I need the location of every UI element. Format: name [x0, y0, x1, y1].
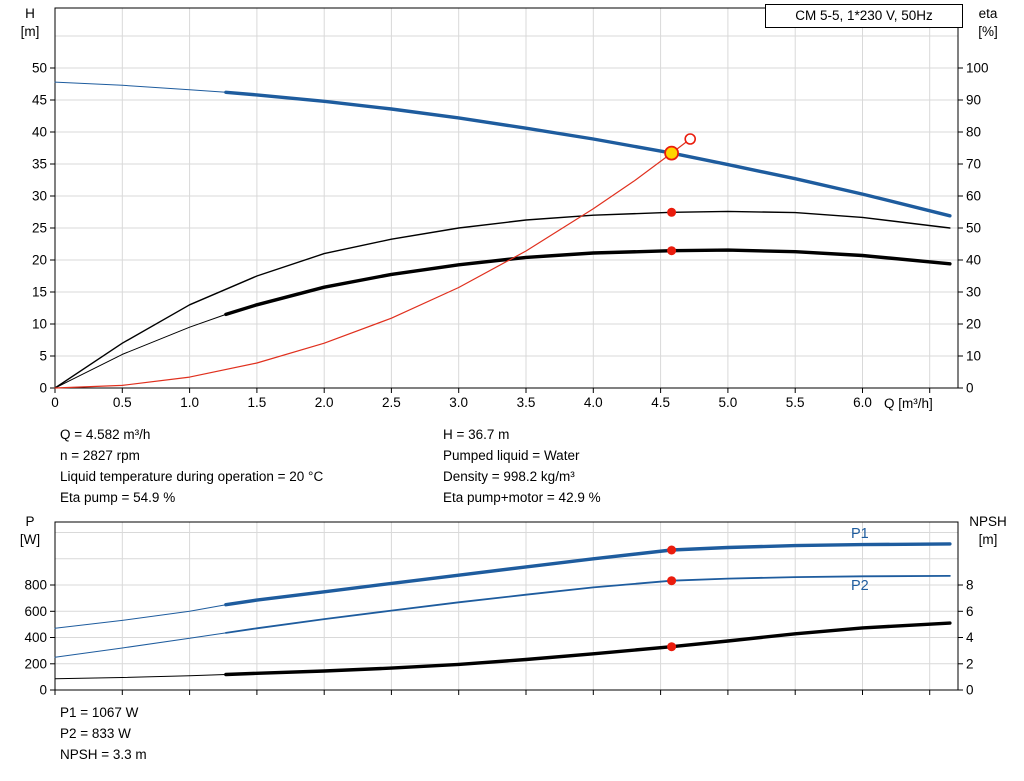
- x-axis-tick-label: 5.5: [786, 395, 805, 410]
- info-p1: P1 = 1067 W: [60, 705, 139, 720]
- h-axis-unit: [m]: [20, 24, 40, 39]
- right-axis-tick-label: 40: [966, 253, 981, 268]
- x-axis-tick-label: 6.0: [853, 395, 872, 410]
- right-axis-tick-label: 2: [966, 656, 974, 671]
- x-axis-tick-label: 5.0: [719, 395, 738, 410]
- right-axis-tick-label: 30: [966, 285, 981, 300]
- p1-curve-label: P1: [851, 526, 869, 542]
- left-axis-tick-label: 50: [32, 61, 47, 76]
- p2-curve-label: P2: [851, 578, 869, 594]
- left-axis-tick-label: 15: [32, 285, 47, 300]
- curve-system-curve: [54, 138, 691, 389]
- right-axis-tick-label: 20: [966, 317, 981, 332]
- p-axis-unit: [W]: [19, 532, 41, 547]
- left-axis-tick-label: 40: [32, 125, 47, 140]
- info-eta-pump-motor: Eta pump+motor = 42.9 %: [443, 490, 601, 505]
- left-axis-tick-label: 30: [32, 189, 47, 204]
- right-axis-tick-label: 50: [966, 221, 981, 236]
- x-axis-tick-label: 0: [51, 395, 59, 410]
- operating-point-dot: [667, 642, 677, 652]
- operating-point-dot: [667, 545, 677, 555]
- duty-info-left-column: Q = 4.582 m³/h n = 2827 rpm Liquid tempe…: [60, 424, 323, 508]
- right-axis-tick-label: 80: [966, 125, 981, 140]
- curve-p2-curve: [225, 575, 951, 634]
- curve-p1-curve: [224, 542, 952, 607]
- x-axis-tick-label: 3.0: [449, 395, 468, 410]
- x-axis-tick-label: 3.5: [517, 395, 536, 410]
- curve-head-curve: [224, 90, 952, 218]
- left-axis-tick-label: 5: [39, 349, 47, 364]
- left-axis-tick-label: 800: [24, 578, 47, 593]
- rated-point-marker: [684, 133, 697, 145]
- curve-p1-curve: [54, 604, 227, 629]
- eta-axis-unit: [%]: [978, 24, 998, 39]
- npsh-axis-unit: [m]: [978, 532, 998, 547]
- right-axis-tick-label: 70: [966, 157, 981, 172]
- plot-frame: [54, 7, 959, 389]
- curve-head-curve: [54, 81, 227, 93]
- left-axis-tick-label: 600: [24, 604, 47, 619]
- info-pumped-liquid: Pumped liquid = Water: [443, 448, 580, 463]
- info-p2: P2 = 833 W: [60, 726, 131, 741]
- info-eta-pump: Eta pump = 54.9 %: [60, 490, 176, 505]
- curve-npsh-curve: [54, 674, 227, 680]
- power-info-block: P1 = 1067 W P2 = 833 W NPSH = 3.3 m: [60, 702, 147, 765]
- x-axis-tick-label: 2.5: [382, 395, 401, 410]
- left-axis-tick-label: 400: [24, 630, 47, 645]
- left-axis-tick-label: 200: [24, 656, 47, 671]
- x-axis-tick-label: 4.5: [651, 395, 670, 410]
- right-axis-tick-label: 100: [966, 61, 989, 76]
- x-axis-tick-label: 1.0: [180, 395, 199, 410]
- operating-point-dot: [667, 576, 677, 586]
- right-axis-tick-label: 8: [966, 578, 974, 593]
- right-axis-tick-label: 0: [966, 683, 974, 698]
- pump-model-title: CM 5-5, 1*230 V, 50Hz: [765, 4, 963, 28]
- x-axis-tick-label: 1.5: [248, 395, 267, 410]
- curve-npsh-curve: [224, 621, 952, 677]
- right-axis-tick-label: 6: [966, 604, 974, 619]
- x-axis-tick-label: 4.0: [584, 395, 603, 410]
- info-density: Density = 998.2 kg/m³: [443, 469, 575, 484]
- operating-point-dot: [667, 246, 677, 256]
- p-axis-name: P: [25, 514, 35, 529]
- info-npsh: NPSH = 3.3 m: [60, 747, 147, 762]
- curve-eta-pump-curve: [54, 210, 951, 389]
- right-axis-tick-label: 90: [966, 93, 981, 108]
- left-axis-tick-label: 10: [32, 317, 47, 332]
- operating-point-dot: [667, 207, 677, 217]
- left-axis-tick-label: 20: [32, 253, 47, 268]
- curve-p2-curve: [54, 632, 227, 658]
- plot-frame: [54, 521, 959, 691]
- duty-point-marker[interactable]: [664, 145, 679, 161]
- right-axis-tick-label: 4: [966, 630, 974, 645]
- q-axis-unit-label: Q [m³/h]: [884, 396, 933, 411]
- duty-info-right-column: H = 36.7 m Pumped liquid = Water Density…: [443, 424, 601, 508]
- info-flow: Q = 4.582 m³/h: [60, 427, 151, 442]
- left-axis-tick-label: 45: [32, 93, 47, 108]
- info-head: H = 36.7 m: [443, 427, 510, 442]
- x-axis-tick-label: 0.5: [113, 395, 132, 410]
- x-axis-tick-label: 2.0: [315, 395, 334, 410]
- info-liquid-temp: Liquid temperature during operation = 20…: [60, 469, 324, 484]
- npsh-axis-name: NPSH: [969, 514, 1007, 529]
- eta-axis-name: eta: [978, 6, 998, 21]
- left-axis-tick-label: 0: [39, 683, 47, 698]
- right-axis-tick-label: 0: [966, 381, 974, 396]
- right-axis-tick-label: 60: [966, 189, 981, 204]
- curve-eta-pump-motor-curve: [54, 313, 227, 389]
- left-axis-tick-label: 0: [39, 381, 47, 396]
- left-axis-tick-label: 25: [32, 221, 47, 236]
- right-axis-tick-label: 10: [966, 349, 981, 364]
- h-axis-name: H: [25, 6, 35, 21]
- left-axis-tick-label: 35: [32, 157, 47, 172]
- info-speed: n = 2827 rpm: [60, 448, 140, 463]
- curve-eta-pump-motor-curve: [224, 248, 952, 317]
